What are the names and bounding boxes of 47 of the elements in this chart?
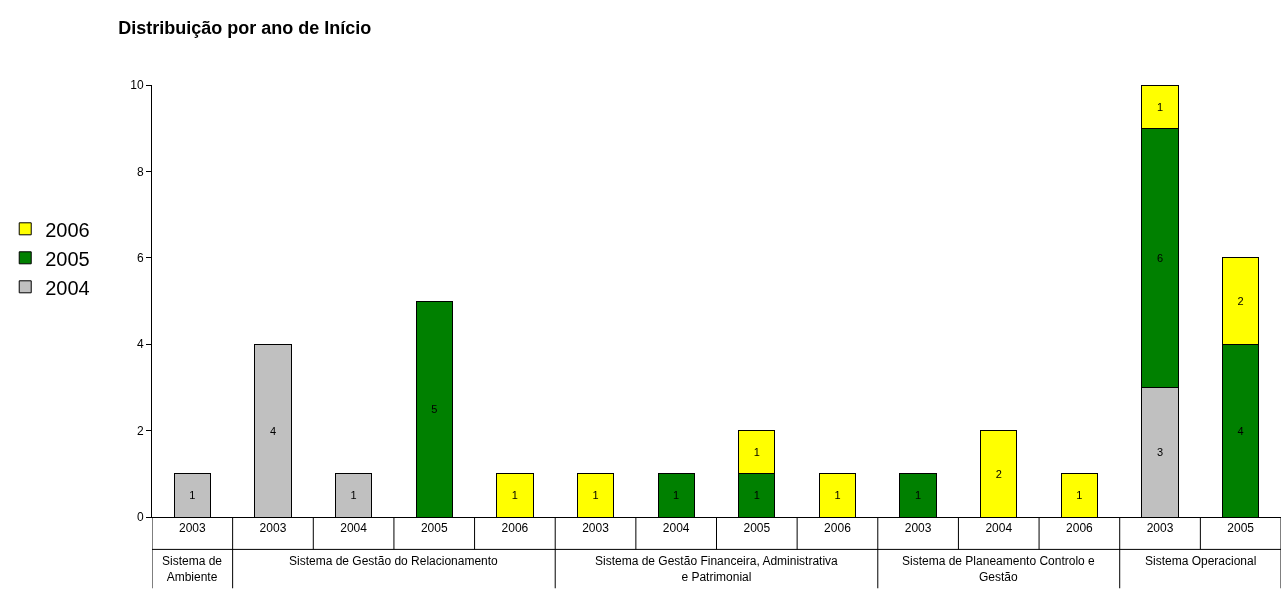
data-label: 1 (1156, 100, 1164, 113)
y-tick-label: 0 (136, 510, 144, 525)
x-tick-label: 2005 (1227, 521, 1255, 536)
data-label: 4 (269, 424, 277, 437)
data-label: 1 (834, 489, 841, 502)
x-tick-label: 2006 (1066, 521, 1094, 536)
data-label: 1 (189, 489, 196, 502)
y-tick-label: 2 (136, 423, 144, 438)
y-tick-label: 10 (130, 78, 144, 93)
data-label: 5 (431, 403, 438, 415)
x-tick-label: 2006 (501, 521, 529, 536)
x-tick-label: 2005 (420, 521, 448, 536)
x-tick-label: 2005 (743, 521, 771, 536)
data-label: 1 (673, 489, 680, 502)
data-label: 1 (753, 489, 760, 502)
data-label: 2 (1237, 295, 1244, 307)
y-tick-label: 8 (136, 164, 144, 179)
text: Sistema Operacional (1145, 554, 1257, 568)
data-label: 1 (1076, 489, 1083, 502)
legend-label: 2006 (45, 218, 90, 241)
legend-label: 2005 (45, 247, 90, 270)
data-label: 3 (1156, 446, 1164, 459)
data-label: 6 (1156, 251, 1164, 264)
data-label: 1 (915, 489, 922, 502)
x-tick-label: 2003 (582, 521, 610, 536)
text: Sistema de Gestão Financeira, Administrativa e Patrimonial (595, 554, 839, 584)
y-tick-label: 4 (136, 337, 144, 352)
data-label: 1 (753, 446, 760, 459)
data-label: 1 (511, 489, 518, 502)
text: Sistema de Planeamento Controlo e Gestão (902, 554, 1096, 584)
x-tick-label: 2003 (904, 521, 932, 536)
data-label: 1 (350, 489, 357, 502)
text: Sistema de Gestão do Relacionamento (289, 554, 499, 568)
legend-label: 2004 (45, 276, 90, 299)
x-tick-label: 2003 (259, 521, 287, 536)
x-tick-label: 2003 (178, 521, 206, 536)
x-tick-label: 2004 (985, 521, 1013, 536)
chart-title: Distribuição por ano de Início (118, 17, 372, 38)
data-label: 4 (1237, 424, 1244, 437)
data-label: 1 (592, 489, 599, 502)
x-tick-label: 2004 (662, 521, 690, 536)
y-tick-label: 6 (136, 251, 144, 265)
data-label: 2 (995, 467, 1002, 480)
x-tick-label: 2004 (340, 521, 368, 536)
x-tick-label: 2006 (824, 521, 852, 536)
x-tick-label: 2003 (1146, 521, 1174, 536)
text: Sistema de Ambiente (162, 554, 223, 584)
